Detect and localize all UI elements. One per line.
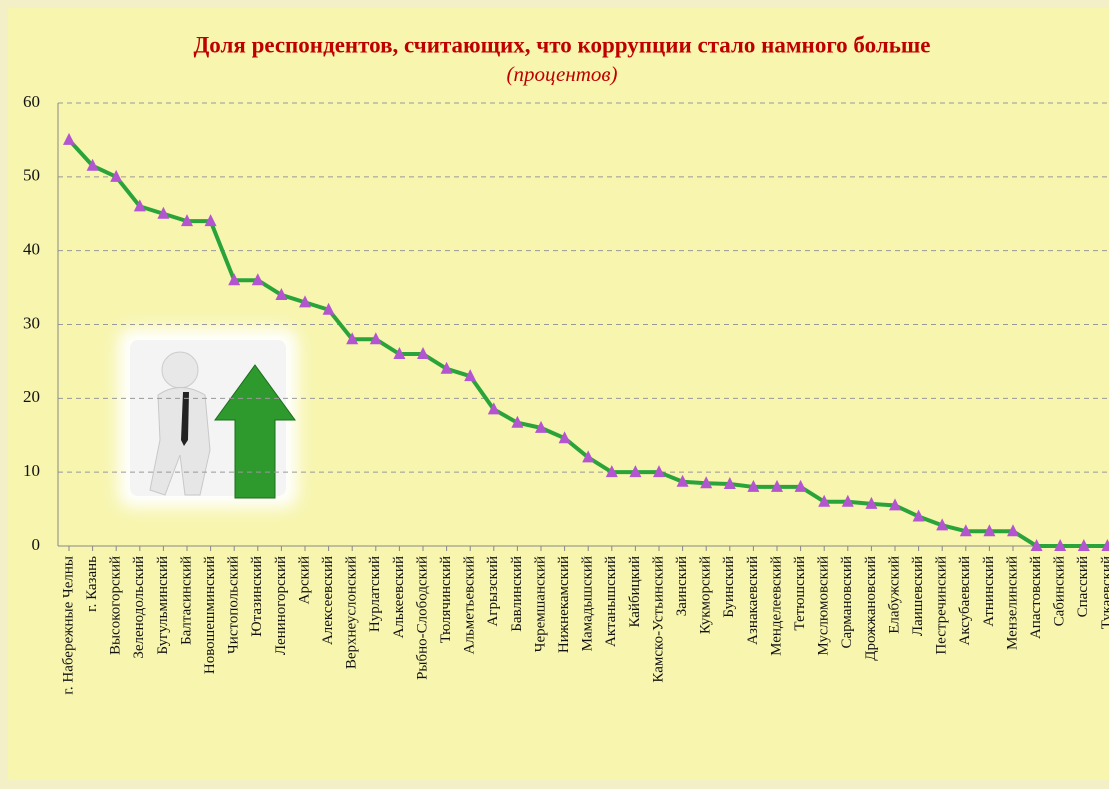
chart: Доля респондентов, считающих, что корруп… xyxy=(0,0,1109,789)
x-tick-label: Тукаевский xyxy=(1099,556,1109,629)
x-tick-label: Елабужский xyxy=(886,556,902,634)
x-tick-label: Нижнекамский xyxy=(556,556,572,653)
x-tick-label: Муслюмовский xyxy=(816,556,832,656)
x-tick-label: Камско-Устьинский xyxy=(650,556,666,683)
x-tick-label: Актанышский xyxy=(603,556,619,647)
illustration xyxy=(118,328,298,508)
x-tick-label: Заинский xyxy=(674,556,690,616)
x-tick-label: Апастовский xyxy=(1028,556,1044,639)
x-tick-label: Балтасинский xyxy=(178,556,194,645)
x-tick-label: Новошешминский xyxy=(202,556,218,674)
x-tick-label: г. Набережные Челны xyxy=(60,556,76,695)
x-tick-label: Буинский xyxy=(721,556,737,618)
page: Доля респондентов, считающих, что корруп… xyxy=(0,0,1109,789)
x-tick-label: Агрызский xyxy=(485,556,501,627)
x-tick-label: Аксубаевский xyxy=(957,556,973,645)
x-tick-label: Зеленодольский xyxy=(131,556,147,659)
y-tick-label: 20 xyxy=(23,387,40,406)
y-tick-label: 0 xyxy=(32,535,41,554)
y-tick-label: 40 xyxy=(23,240,40,259)
x-tick-label: Тетюшский xyxy=(792,556,808,631)
x-tick-label: Бавлинский xyxy=(509,556,525,632)
chart-title: Доля респондентов, считающих, что корруп… xyxy=(193,32,930,57)
x-tick-label: Чистопольский xyxy=(226,556,242,654)
y-tick-label: 10 xyxy=(23,461,40,480)
x-tick-label: Высокогорский xyxy=(108,556,124,655)
y-tick-label: 60 xyxy=(23,92,40,111)
x-tick-label: Дрожжановский xyxy=(863,556,879,661)
x-tick-label: Мензелинский xyxy=(1004,556,1020,650)
x-tick-label: Пестречинский xyxy=(934,556,950,655)
chart-subtitle: (процентов) xyxy=(506,62,617,86)
x-tick-label: Алексеевский xyxy=(320,556,336,645)
x-tick-label: Алькеевский xyxy=(391,556,407,638)
x-tick-label: Арский xyxy=(296,556,312,604)
x-tick-label: Альметьевский xyxy=(462,556,478,654)
x-tick-label: Кукморский xyxy=(698,556,714,634)
x-tick-label: Рыбно-Слободский xyxy=(414,556,430,680)
x-tick-label: Верхнеуслонский xyxy=(344,556,360,669)
x-tick-label: Мамадышский xyxy=(580,556,596,651)
y-tick-label: 50 xyxy=(23,166,40,185)
x-tick-label: Сармановский xyxy=(839,556,855,649)
x-tick-label: Ютазинский xyxy=(249,556,265,637)
x-tick-label: г. Казань xyxy=(84,556,100,612)
x-tick-label: Азнакаевский xyxy=(745,556,761,645)
x-tick-label: Тюлячинский xyxy=(438,556,454,643)
x-tick-label: Бугульминский xyxy=(155,556,171,655)
x-tick-label: Нурлатский xyxy=(367,556,383,632)
x-tick-label: Черемшанский xyxy=(532,556,548,652)
x-tick-label: Лаишевский xyxy=(910,556,926,636)
x-tick-label: Спасский xyxy=(1075,556,1091,617)
x-tick-label: Кайбицкий xyxy=(627,556,643,628)
x-tick-label: Лениногорский xyxy=(273,556,289,655)
x-tick-label: Менделеевский xyxy=(768,556,784,656)
y-tick-label: 30 xyxy=(23,313,40,332)
x-tick-label: Атнинский xyxy=(981,556,997,627)
x-tick-label: Сабинский xyxy=(1052,556,1068,626)
